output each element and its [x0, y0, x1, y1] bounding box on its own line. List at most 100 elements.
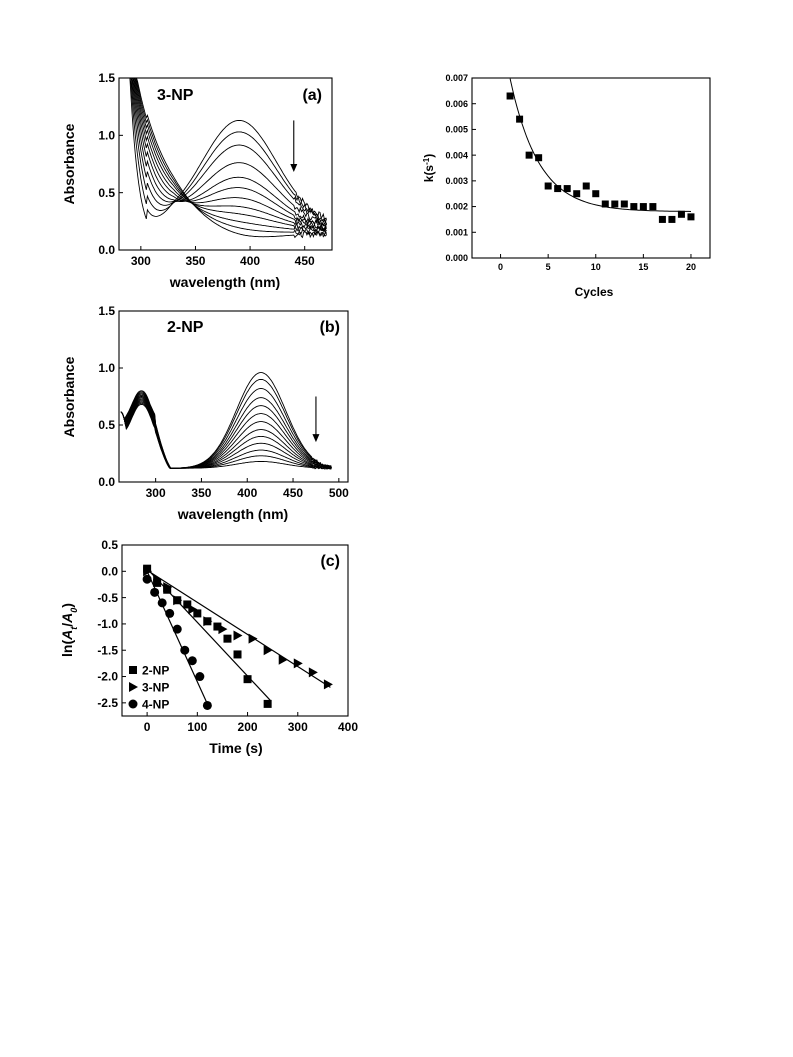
- point-2-NP-8: [223, 634, 232, 643]
- point-3-NP-7: [233, 630, 243, 641]
- c-ytick-label-5: 0.0: [101, 565, 118, 579]
- legend-marker-4-NP: [128, 699, 138, 709]
- spectrum-a-3: [127, 77, 327, 226]
- legend-label-3-NP: 3-NP: [142, 681, 169, 695]
- point-k-6: [563, 185, 571, 193]
- legend-label-2-NP: 2-NP: [142, 664, 169, 678]
- k-xtick-label-1: 5: [546, 262, 551, 272]
- point-3-NP-8: [248, 633, 258, 644]
- chart-panel-c: 0 100 200 300 400-2.5-2.0-1.5-1.0-0.50.00.5 …: [59, 538, 358, 756]
- arrow-b: [312, 396, 320, 443]
- c-ytick-label-1: -2.0: [97, 670, 118, 684]
- data-points-k: [506, 92, 695, 223]
- point-4-NP-3: [165, 608, 175, 618]
- a-ytick-label-2: 1.0: [98, 129, 115, 143]
- point-k-10: [601, 200, 609, 208]
- point-2-NP-11: [263, 699, 272, 708]
- axis-ticks-b: 300 350 400 450 500 0.0 0.5 1.0 1.5: [98, 304, 349, 500]
- spectrum-a-0: [127, 77, 327, 220]
- point-4-NP-8: [202, 700, 212, 710]
- spectrum-a-8: [127, 77, 327, 233]
- k-ytick-label-5: 0.005: [445, 125, 468, 135]
- point-4-NP-2: [157, 598, 167, 608]
- a-ytick-label-1: 0.5: [98, 186, 115, 200]
- fit-curve-k: [509, 78, 692, 212]
- spectrum-a-9: [127, 77, 327, 234]
- chart-panel-a: 300 350 400 450 0.0 0.5 1.0 1.5 3-NP (a) wavele…: [61, 71, 333, 290]
- x-axis-label-b: wavelength (nm): [177, 506, 288, 522]
- k-ytick-label-4: 0.004: [445, 150, 468, 160]
- point-3-NP-13: [323, 679, 333, 690]
- c-xtick-label-1: 100: [187, 720, 207, 734]
- point-2-NP-4: [183, 600, 192, 609]
- point-3-NP-10: [278, 654, 288, 665]
- point-k-18: [677, 210, 685, 218]
- a-xtick-label-0: 300: [131, 254, 151, 268]
- point-k-17: [668, 215, 676, 223]
- panel-label-b: (b): [320, 319, 340, 336]
- point-4-NP-0: [142, 574, 152, 584]
- point-3-NP-9: [263, 645, 273, 656]
- c-ytick-label-4: -0.5: [97, 591, 118, 605]
- a-xtick-label-3: 450: [295, 254, 315, 268]
- a-ytick-label-3: 1.5: [98, 71, 115, 85]
- point-k-16: [658, 215, 666, 223]
- c-ytick-label-6: 0.5: [101, 538, 118, 552]
- b-ytick-label-2: 1.0: [98, 361, 115, 375]
- point-k-14: [639, 203, 647, 211]
- c-ytick-label-0: -2.5: [97, 696, 118, 710]
- b-xtick-label-3: 450: [283, 486, 303, 500]
- point-k-0: [506, 92, 514, 100]
- point-k-2: [525, 151, 533, 159]
- spectrum-a-10: [127, 77, 327, 237]
- a-ytick-label-0: 0.0: [98, 243, 115, 257]
- k-xtick-label-4: 20: [686, 262, 696, 272]
- point-3-NP-0: [143, 566, 153, 577]
- a-xtick-label-1: 350: [185, 254, 205, 268]
- point-4-NP-7: [195, 672, 205, 682]
- b-ytick-label-3: 1.5: [98, 304, 115, 318]
- arrow-a: [290, 120, 298, 173]
- k-xtick-label-3: 15: [638, 262, 648, 272]
- k-xtick-label-2: 10: [591, 262, 601, 272]
- b-xtick-label-1: 350: [191, 486, 211, 500]
- spectrum-a-1: [127, 77, 327, 222]
- y-axis-label-c: ln(At/A0): [59, 603, 79, 657]
- point-k-11: [611, 200, 619, 208]
- x-axis-label-a: wavelength (nm): [169, 274, 280, 290]
- spectrum-a-6: [127, 77, 327, 231]
- point-4-NP-6: [187, 656, 197, 666]
- point-2-NP-9: [233, 650, 242, 659]
- k-ytick-label-6: 0.006: [445, 99, 468, 109]
- point-3-NP-2: [163, 582, 173, 593]
- arrow-b-head: [312, 434, 320, 443]
- point-3-NP-4: [188, 604, 198, 615]
- axis-ticks-k: 0 5 10 15 20 0.000 0.001 0.002 0.003 0.004 0.005 0.…: [445, 73, 695, 272]
- point-2-NP-10: [243, 675, 252, 684]
- spectrum-a-5: [127, 77, 327, 227]
- b-xtick-label-2: 400: [237, 486, 257, 500]
- arrow-a-head: [290, 164, 298, 173]
- y-axis-label-a: Absorbance: [61, 123, 77, 204]
- point-2-NP-5: [193, 609, 202, 618]
- k-xtick-label-0: 0: [498, 262, 503, 272]
- point-k-1: [516, 115, 524, 123]
- point-3-NP-3: [173, 595, 183, 606]
- point-k-3: [535, 154, 543, 162]
- b-ytick-label-0: 0.0: [98, 475, 115, 489]
- plot-frame-c: [121, 544, 349, 717]
- c-xtick-label-4: 400: [338, 720, 358, 734]
- k-ytick-label-1: 0.001: [445, 227, 468, 237]
- x-axis-label-k: Cycles: [575, 285, 614, 299]
- k-ytick-label-3: 0.003: [445, 176, 468, 186]
- k-ytick-label-2: 0.002: [445, 202, 468, 212]
- y-axis-label-k: k(s-1): [422, 154, 437, 182]
- spectra-curves-a: [127, 77, 327, 239]
- point-k-9: [592, 190, 600, 198]
- point-3-NP-5: [203, 616, 213, 627]
- c-ytick-label-3: -1.0: [97, 617, 118, 631]
- legend-label-4-NP: 4-NP: [142, 698, 169, 712]
- point-3-NP-12: [308, 667, 318, 678]
- c-xtick-label-0: 0: [144, 720, 151, 734]
